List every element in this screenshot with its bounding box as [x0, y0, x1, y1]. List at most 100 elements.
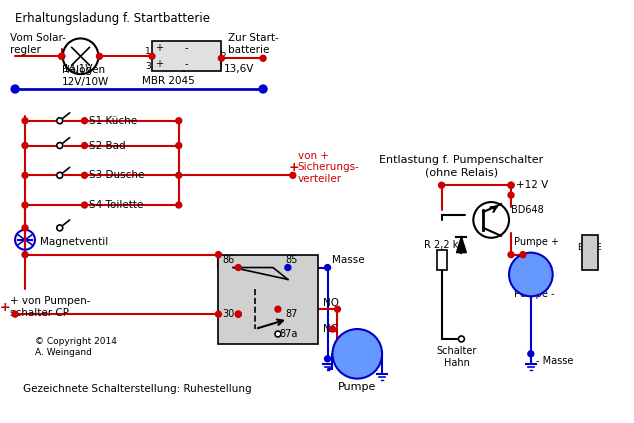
- Text: NC: NC: [323, 324, 338, 334]
- Polygon shape: [456, 237, 467, 253]
- Circle shape: [57, 225, 63, 231]
- Text: 1: 1: [145, 47, 151, 56]
- Text: + von Pumpen-
schalter CP: + von Pumpen- schalter CP: [10, 297, 91, 318]
- Text: Halogen
12V/10W: Halogen 12V/10W: [61, 65, 109, 87]
- Text: 30: 30: [223, 309, 235, 319]
- Text: 2: 2: [221, 52, 226, 61]
- Text: +: +: [155, 59, 163, 69]
- Circle shape: [290, 172, 296, 178]
- Circle shape: [12, 311, 18, 317]
- Circle shape: [335, 306, 340, 312]
- Bar: [437, 250, 446, 269]
- Text: 13,6V: 13,6V: [223, 64, 254, 74]
- Circle shape: [259, 85, 267, 93]
- Text: 85: 85: [285, 255, 298, 265]
- Circle shape: [285, 264, 291, 271]
- Circle shape: [22, 172, 28, 178]
- Circle shape: [275, 306, 281, 312]
- Bar: [583, 235, 598, 269]
- Circle shape: [219, 55, 224, 61]
- Circle shape: [216, 252, 221, 258]
- Circle shape: [330, 326, 335, 332]
- Text: 87: 87: [285, 309, 298, 319]
- Circle shape: [508, 182, 514, 188]
- Text: MBR 2045: MBR 2045: [143, 76, 195, 86]
- Circle shape: [22, 252, 28, 258]
- Circle shape: [520, 252, 526, 258]
- Text: +: +: [0, 301, 10, 314]
- Text: Zur Start-
batterie: Zur Start- batterie: [228, 33, 279, 55]
- FancyArrow shape: [159, 47, 184, 55]
- Text: 86: 86: [223, 255, 235, 265]
- Circle shape: [82, 172, 87, 178]
- Circle shape: [325, 264, 330, 271]
- Text: 14,1V: 14,1V: [63, 64, 93, 74]
- Circle shape: [528, 351, 534, 357]
- Text: 87a: 87a: [280, 329, 298, 339]
- Text: BD648: BD648: [511, 205, 544, 215]
- Circle shape: [458, 336, 464, 342]
- Circle shape: [508, 252, 514, 258]
- Text: S4 Toilette: S4 Toilette: [89, 200, 144, 210]
- Circle shape: [176, 118, 182, 124]
- Circle shape: [509, 253, 553, 296]
- Circle shape: [235, 311, 242, 317]
- Text: Magnetventil: Magnetventil: [40, 237, 108, 247]
- Text: S1 Küche: S1 Küche: [89, 116, 138, 126]
- Circle shape: [439, 182, 444, 188]
- Text: S3 Dusche: S3 Dusche: [89, 170, 145, 180]
- Text: - Masse: - Masse: [536, 356, 573, 366]
- Text: S2 Bad: S2 Bad: [89, 140, 126, 151]
- Circle shape: [325, 356, 330, 362]
- Circle shape: [96, 53, 102, 59]
- Circle shape: [57, 143, 63, 148]
- Circle shape: [216, 311, 221, 317]
- Text: -: -: [185, 43, 188, 53]
- Bar: [152, 41, 221, 71]
- Text: Pumpe: Pumpe: [338, 382, 377, 392]
- Circle shape: [22, 225, 28, 231]
- Text: Schalter
Hahn: Schalter Hahn: [436, 346, 477, 368]
- Circle shape: [82, 143, 87, 148]
- Circle shape: [235, 264, 242, 271]
- Text: Masse: Masse: [332, 255, 365, 265]
- Circle shape: [260, 55, 266, 61]
- Circle shape: [176, 143, 182, 148]
- Circle shape: [275, 331, 281, 337]
- Circle shape: [57, 172, 63, 178]
- Text: Pumpe +: Pumpe +: [514, 237, 559, 247]
- Text: +: +: [289, 161, 299, 174]
- Circle shape: [59, 53, 65, 59]
- Circle shape: [332, 329, 382, 379]
- Text: © Copyright 2014
A. Weingand: © Copyright 2014 A. Weingand: [35, 337, 117, 357]
- Text: -: -: [185, 59, 188, 69]
- Circle shape: [176, 202, 182, 208]
- Text: Gezeichnete Schalterstellung: Ruhestellung: Gezeichnete Schalterstellung: Ruhestellu…: [23, 384, 252, 393]
- Circle shape: [508, 182, 514, 188]
- Circle shape: [22, 202, 28, 208]
- Circle shape: [11, 85, 19, 93]
- Circle shape: [149, 53, 155, 59]
- Text: +12 V: +12 V: [516, 180, 548, 190]
- Circle shape: [235, 311, 242, 317]
- Circle shape: [82, 118, 87, 124]
- Text: Pumpe -: Pumpe -: [514, 289, 555, 299]
- Circle shape: [22, 118, 28, 124]
- Text: 3: 3: [145, 62, 151, 71]
- Text: Erhaltungsladung f. Startbatterie: Erhaltungsladung f. Startbatterie: [15, 12, 210, 25]
- Text: +: +: [155, 43, 163, 53]
- Circle shape: [22, 143, 28, 148]
- Text: Vom Solar-
regler: Vom Solar- regler: [10, 33, 66, 55]
- Text: R 2,2 k: R 2,2 k: [424, 240, 458, 250]
- Circle shape: [508, 192, 514, 198]
- Bar: [219, 255, 318, 344]
- Circle shape: [59, 53, 65, 59]
- Text: NO: NO: [323, 298, 339, 308]
- Circle shape: [176, 172, 182, 178]
- FancyArrow shape: [159, 62, 184, 70]
- Text: B C E: B C E: [578, 243, 602, 252]
- Text: von +
Sicherungs-
verteiler: von + Sicherungs- verteiler: [298, 151, 359, 184]
- Circle shape: [82, 202, 87, 208]
- Text: Entlastung f. Pumpenschalter
(ohne Relais): Entlastung f. Pumpenschalter (ohne Relai…: [379, 156, 543, 177]
- Circle shape: [57, 118, 63, 124]
